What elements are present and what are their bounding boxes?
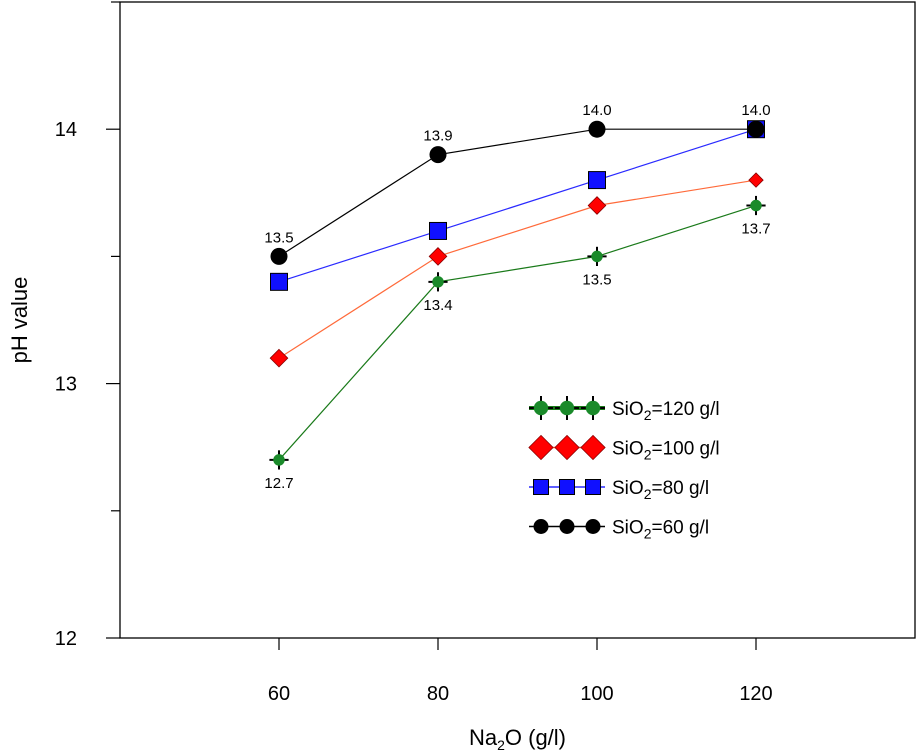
plot-frame xyxy=(119,1,916,639)
data-point xyxy=(269,348,289,368)
legend-marker xyxy=(585,479,601,495)
legend-marker xyxy=(554,434,580,461)
marker-circle xyxy=(273,454,285,466)
data-point xyxy=(748,172,764,188)
marker-circle xyxy=(429,146,447,164)
legend-marker xyxy=(585,519,601,534)
marker-circle xyxy=(270,247,288,265)
marker-diamond xyxy=(528,434,554,461)
data-point xyxy=(428,247,448,266)
marker-diamond xyxy=(748,172,764,188)
data-point xyxy=(588,171,606,190)
x-tick-label: 120 xyxy=(739,683,772,705)
data-label: 13.9 xyxy=(423,128,452,145)
marker-diamond xyxy=(580,434,606,461)
legend-label: SiO2=60 g/l xyxy=(612,518,709,542)
data-label: 12.7 xyxy=(264,475,293,492)
data-point xyxy=(270,247,288,265)
data-point xyxy=(746,195,766,216)
data-point xyxy=(428,272,448,292)
legend-item: SiO2=100 g/l xyxy=(528,434,720,463)
data-point xyxy=(270,272,288,291)
marker-circle xyxy=(588,120,606,138)
data-label: 13.4 xyxy=(423,297,452,314)
marker-circle xyxy=(432,276,444,288)
marker-diamond xyxy=(587,196,607,215)
marker-square xyxy=(429,221,447,240)
data-point xyxy=(588,120,606,138)
legend-marker xyxy=(559,519,575,534)
legend-marker xyxy=(581,396,605,420)
marker-square xyxy=(588,171,606,190)
legend-label: SiO2=120 g/l xyxy=(612,399,720,423)
legend-item: SiO2=120 g/l xyxy=(529,396,720,423)
x-tick-label: 80 xyxy=(427,683,449,705)
x-tick-label: 100 xyxy=(580,683,613,705)
data-point xyxy=(587,246,607,266)
data-point xyxy=(429,221,447,240)
plot-area: 12 13 14 60 80 100 120 Na2O (g/l) pH value 12.7 13… xyxy=(7,1,916,752)
marker-circle xyxy=(585,519,601,534)
marker-square xyxy=(533,479,549,495)
data-point xyxy=(747,120,765,138)
legend-marker xyxy=(533,519,549,534)
marker-diamond xyxy=(554,434,580,461)
y-tick-label: 12 xyxy=(55,628,77,650)
marker-circle xyxy=(533,400,549,416)
data-point xyxy=(429,146,447,164)
x-axis-title: Na2O (g/l) xyxy=(469,725,566,752)
marker-circle xyxy=(747,120,765,138)
series-line xyxy=(278,204,757,461)
series-line xyxy=(278,128,757,283)
marker-square xyxy=(270,272,288,291)
marker-circle xyxy=(591,250,603,263)
data-label: 14.0 xyxy=(582,102,611,119)
x-tick-label: 60 xyxy=(268,683,290,705)
marker-circle xyxy=(585,400,601,416)
marker-circle xyxy=(750,199,762,212)
marker-circle xyxy=(559,400,575,416)
y-axis-title: pH value xyxy=(7,277,32,364)
legend: SiO2=120 g/l SiO2=100 g/l SiO2=80 g/l SiO2=… xyxy=(528,396,720,542)
legend-marker xyxy=(529,396,553,420)
legend-marker xyxy=(528,434,554,461)
marker-square xyxy=(559,479,575,495)
data-point xyxy=(587,196,607,215)
marker-diamond xyxy=(269,348,289,368)
marker-diamond xyxy=(428,247,448,266)
data-label: 13.7 xyxy=(741,221,770,238)
legend-marker xyxy=(533,479,549,495)
legend-label: SiO2=80 g/l xyxy=(612,478,709,502)
series-line xyxy=(278,179,757,359)
marker-square xyxy=(585,479,601,495)
legend-item: SiO2=80 g/l xyxy=(529,478,709,502)
legend-item: SiO2=60 g/l xyxy=(529,518,709,542)
data-label: 13.5 xyxy=(264,229,293,246)
data-point xyxy=(269,450,289,470)
legend-label: SiO2=100 g/l xyxy=(612,439,720,463)
legend-marker xyxy=(580,434,606,461)
legend-marker xyxy=(559,479,575,495)
y-tick-label: 13 xyxy=(55,374,77,396)
marker-circle xyxy=(533,519,549,534)
data-label: 14.0 xyxy=(741,102,770,119)
series-line xyxy=(278,128,756,257)
y-tick-label: 14 xyxy=(55,119,77,141)
legend-marker xyxy=(555,396,579,420)
marker-circle xyxy=(559,519,575,534)
data-label: 13.5 xyxy=(582,271,611,288)
